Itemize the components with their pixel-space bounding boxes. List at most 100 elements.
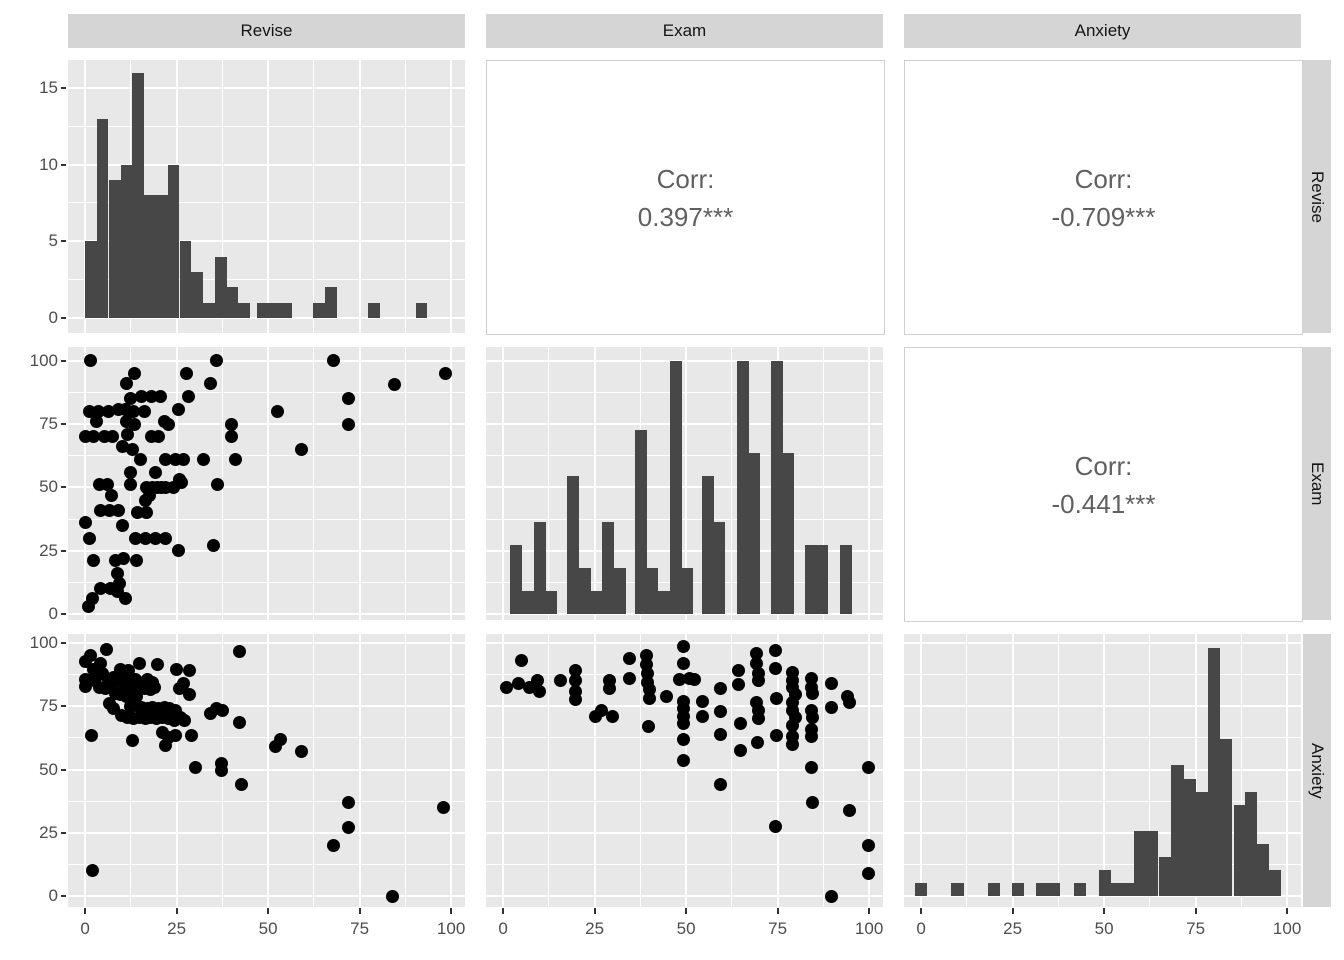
major-gridline-vertical xyxy=(358,347,361,620)
x-axis-tick xyxy=(1194,908,1197,914)
histogram-bar xyxy=(1073,883,1086,897)
scatter-point xyxy=(387,378,401,392)
x-axis-tick-label: 75 xyxy=(768,919,788,938)
histogram-bar xyxy=(988,883,1001,897)
histogram-bar xyxy=(567,475,579,614)
scatter-point xyxy=(824,889,838,903)
scatter-point xyxy=(437,801,451,814)
scatter-point xyxy=(861,760,875,774)
minor-gridline-horizontal xyxy=(486,800,883,802)
scatter-point xyxy=(438,367,452,381)
corr-label: Corr: xyxy=(1074,163,1133,194)
scatter-point xyxy=(642,692,656,706)
scatter-point xyxy=(688,673,702,687)
histogram-panel-r2c2 xyxy=(486,347,883,620)
minor-gridline-horizontal xyxy=(904,674,1301,676)
major-gridline-horizontal xyxy=(68,642,465,644)
scatter-point xyxy=(733,717,747,731)
histogram-bar xyxy=(313,302,325,318)
corr-panel-exam-anxiety: Corr: -0.441*** xyxy=(904,347,1303,622)
histogram-bar xyxy=(533,521,546,614)
scatter-point xyxy=(177,453,191,467)
scatter-point xyxy=(87,430,101,444)
facet-strip-right-anxiety: Anxiety xyxy=(1303,634,1331,907)
corr-label: Corr: xyxy=(656,163,715,194)
scatter-point xyxy=(768,819,782,833)
histogram-bar xyxy=(613,567,626,614)
scatter-point xyxy=(642,720,656,734)
major-gridline-horizontal xyxy=(486,423,883,426)
minor-gridline-vertical xyxy=(731,347,733,620)
major-gridline-horizontal xyxy=(486,831,883,834)
x-axis-tick-label: 50 xyxy=(258,919,278,938)
x-axis-tick xyxy=(450,908,453,914)
scatter-point xyxy=(271,405,285,419)
major-gridline-horizontal xyxy=(486,486,883,489)
facet-strip-top-anxiety: Anxiety xyxy=(904,14,1301,48)
x-axis-tick-label: 100 xyxy=(854,919,884,938)
y-axis-tick-label: 75 xyxy=(39,696,58,716)
major-gridline-vertical xyxy=(1011,634,1014,907)
histogram-bar xyxy=(85,241,97,318)
minor-gridline-horizontal xyxy=(68,202,465,204)
major-gridline-horizontal xyxy=(68,86,465,89)
scatter-point xyxy=(106,430,120,444)
scatter-point xyxy=(733,744,747,758)
scatter-point xyxy=(148,680,162,694)
scatter-point xyxy=(569,693,583,707)
x-axis-tick-label: 50 xyxy=(676,919,696,938)
scatter-point xyxy=(151,658,165,672)
scatter-panel-r3c1 xyxy=(68,634,465,907)
y-axis-tick xyxy=(61,486,66,489)
histogram-bar xyxy=(804,544,817,614)
histogram-bar xyxy=(782,452,795,614)
histogram-bar xyxy=(132,72,144,318)
scatter-point xyxy=(132,656,146,670)
scatter-point xyxy=(124,392,138,406)
minor-gridline-horizontal xyxy=(486,392,883,394)
scatter-point xyxy=(750,656,764,670)
major-gridline-horizontal xyxy=(486,549,883,552)
facet-strip-top-exam: Exam xyxy=(486,14,883,48)
scatter-point xyxy=(126,405,140,419)
corr-label: Corr: xyxy=(1074,450,1133,481)
major-gridline-horizontal xyxy=(68,895,465,898)
x-axis-tick-label: 25 xyxy=(1003,919,1023,938)
x-axis-tick xyxy=(175,908,178,914)
major-gridline-vertical xyxy=(685,347,688,620)
histogram-bar xyxy=(646,567,659,614)
major-gridline-vertical xyxy=(358,60,361,333)
scatter-point xyxy=(677,732,691,746)
y-axis-tick-label: 75 xyxy=(39,414,58,434)
x-axis-tick-label: 0 xyxy=(916,919,926,938)
scatter-point xyxy=(133,453,147,467)
major-gridline-horizontal xyxy=(486,768,883,771)
scatter-point xyxy=(224,430,238,444)
major-gridline-horizontal xyxy=(68,549,465,552)
scatter-point xyxy=(85,728,99,742)
major-gridline-vertical xyxy=(267,60,270,333)
y-axis-tick-label: 0 xyxy=(48,886,58,906)
minor-gridline-horizontal xyxy=(68,581,465,583)
scatter-point xyxy=(209,354,223,368)
major-gridline-horizontal xyxy=(486,359,883,362)
scatter-point xyxy=(82,531,96,545)
minor-gridline-vertical xyxy=(548,347,550,620)
histogram-bar xyxy=(578,567,591,614)
scatter-point xyxy=(111,567,125,580)
histogram-bar xyxy=(1171,765,1184,897)
histogram-bar xyxy=(713,521,726,614)
scatter-point xyxy=(752,712,766,726)
y-axis-tick xyxy=(61,705,66,708)
minor-gridline-horizontal xyxy=(68,674,465,676)
x-axis-tick xyxy=(593,908,596,914)
y-axis-tick-label: 0 xyxy=(48,603,58,623)
major-gridline-vertical xyxy=(776,634,779,907)
histogram-panel-r1c1 xyxy=(68,60,465,333)
scatter-point xyxy=(623,671,637,685)
scatter-point xyxy=(123,465,137,479)
minor-gridline-horizontal xyxy=(486,863,883,865)
histogram-bar xyxy=(1099,869,1112,897)
minor-gridline-horizontal xyxy=(68,455,465,457)
histogram-bar xyxy=(816,544,829,614)
